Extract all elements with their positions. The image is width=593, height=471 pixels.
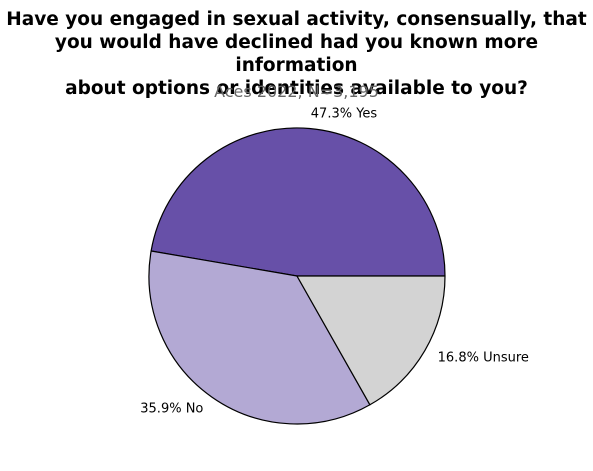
slice-label-no: 35.9% No <box>140 402 203 417</box>
chart-subtitle: Aces 2022, N=3,195 <box>214 82 379 101</box>
pie-slice-yes <box>150 127 446 277</box>
pie-slice-no <box>148 250 371 425</box>
pie-slices <box>148 127 446 425</box>
pie-labels: 47.3% Yes 35.9% No 16.8% Unsure <box>140 106 529 416</box>
slice-label-yes: 47.3% Yes <box>311 106 378 121</box>
pie-slice-unsure <box>296 275 446 406</box>
chart-title: Have you engaged in sexual activity, con… <box>6 9 587 99</box>
slice-label-unsure: 16.8% Unsure <box>438 350 529 365</box>
